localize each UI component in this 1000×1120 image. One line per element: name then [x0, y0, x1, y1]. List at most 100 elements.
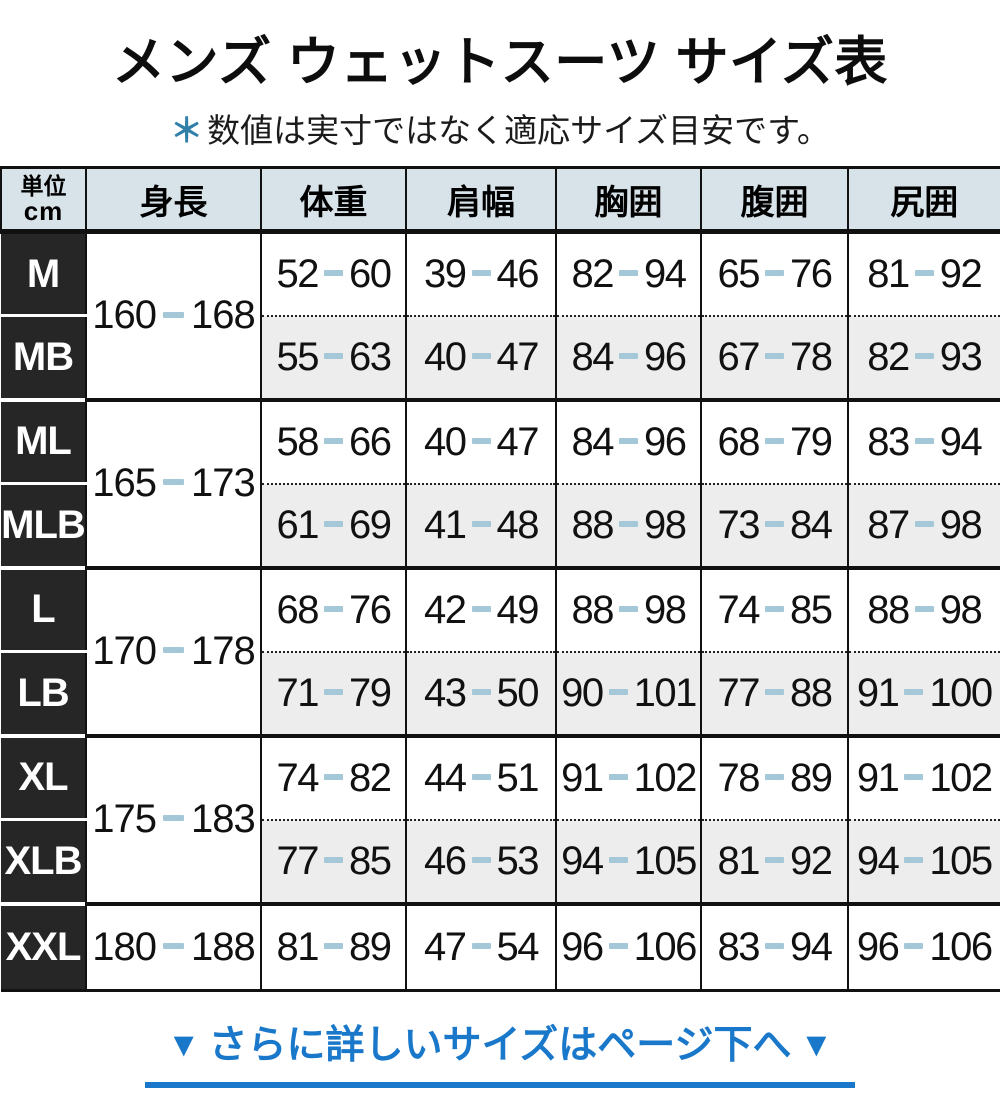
range-from: 67: [717, 334, 761, 379]
table-row-ml: ML 165 173 58 66 40 47 84 96 68 79 83 94: [1, 397, 1000, 570]
range-from: 83: [717, 924, 761, 969]
table-row-lb: LB 71 79 43 50 90 101 77 88 91 100: [1, 650, 1000, 738]
range-from: 90: [561, 670, 604, 715]
range-from: 81: [717, 838, 761, 883]
range-from: 68: [717, 419, 761, 464]
waist-cell: 74 85: [700, 567, 848, 653]
range-to: 106: [929, 924, 993, 969]
shoulder-cell: 42 49: [405, 567, 556, 653]
range-from: 43: [424, 670, 467, 715]
note-text: ＊数値は実寸ではなく適応サイズ目安です。: [0, 104, 1000, 152]
range-to: 82: [349, 755, 392, 800]
range-to: 188: [191, 924, 256, 969]
range-from: 39: [424, 251, 467, 296]
range-from: 94: [561, 838, 604, 883]
range-dash: [765, 688, 784, 695]
range-to: 183: [191, 797, 256, 841]
range-from: 68: [276, 587, 320, 632]
height-cell: 180 188: [86, 903, 262, 992]
range-to: 84: [790, 502, 833, 547]
range-from: 96: [856, 924, 900, 969]
range-from: 46: [424, 838, 467, 883]
chest-cell: 88 98: [555, 567, 701, 653]
range-from: 77: [717, 670, 761, 715]
range-dash: [765, 437, 784, 444]
chest-cell: 84 96: [555, 315, 701, 402]
range-dash: [471, 605, 491, 612]
range-to: 47: [496, 334, 540, 379]
range-from: 42: [424, 587, 467, 632]
weight-cell: 77 85: [260, 819, 406, 906]
range-to: 94: [790, 924, 833, 969]
range-from: 61: [276, 502, 320, 547]
range-from: 175: [92, 797, 157, 841]
range-to: 100: [929, 670, 993, 715]
range-dash: [765, 773, 784, 780]
range-from: 84: [571, 334, 615, 379]
range-from: 44: [424, 755, 467, 800]
more-sizes-link[interactable]: ▼ さらに詳しいサイズはページ下へ ▼: [144, 1014, 856, 1088]
range-dash: [471, 520, 491, 527]
shoulder-cell: 40 47: [405, 399, 556, 485]
range-from: 165: [92, 461, 157, 505]
hip-cell: 91 102: [847, 735, 1000, 821]
weight-cell: 61 69: [260, 483, 406, 570]
table-row-xl: XL 175 183 74 82 44 51 91 102 78 89 91 102: [1, 733, 1000, 906]
range-from: 96: [561, 924, 604, 969]
column-header-height: 身長: [85, 166, 261, 234]
range-dash: [471, 352, 491, 359]
range-to: 60: [349, 251, 392, 296]
waist-cell: 81 92: [700, 819, 848, 906]
size-label-ml: ML: [1, 397, 87, 484]
range-to: 178: [191, 629, 256, 673]
range-to: 49: [496, 587, 540, 632]
range-to: 89: [349, 924, 392, 969]
range-from: 84: [571, 419, 615, 464]
range-from: 160: [92, 293, 157, 338]
height-cell: 175 183: [86, 735, 262, 906]
range-from: 170: [92, 629, 157, 673]
asterisk-mark: ＊: [170, 112, 204, 149]
down-triangle-icon: ▼: [799, 1026, 834, 1064]
range-to: 85: [790, 587, 833, 632]
range-to: 46: [496, 251, 540, 296]
note-body: 数値は実寸ではなく適応サイズ目安です。: [207, 112, 830, 149]
range-to: 105: [633, 838, 698, 883]
range-from: 88: [571, 502, 615, 547]
range-from: 82: [571, 251, 615, 296]
range-from: 55: [276, 334, 320, 379]
range-from: 74: [276, 755, 320, 800]
range-dash: [324, 943, 343, 950]
range-dash: [471, 773, 491, 780]
waist-cell: 67 78: [700, 315, 848, 402]
range-dash: [619, 520, 638, 527]
size-label-xlb: XLB: [1, 818, 87, 904]
range-to: 69: [349, 502, 392, 547]
range-dash: [471, 856, 491, 863]
range-from: 40: [424, 334, 467, 379]
range-dash: [163, 311, 184, 318]
range-dash: [324, 352, 343, 359]
range-to: 102: [633, 755, 698, 800]
range-to: 96: [644, 419, 687, 464]
shoulder-cell: 46 53: [405, 819, 556, 906]
range-dash: [163, 815, 184, 822]
table-row-xxl: XXL 180 188 81 89 47 54 96 106 83 94 96 106: [1, 901, 1000, 992]
chest-cell: 84 96: [555, 399, 701, 485]
hip-cell: 96 106: [847, 903, 1000, 992]
hip-cell: 94 105: [847, 819, 1000, 906]
weight-cell: 68 76: [260, 567, 406, 653]
range-from: 58: [276, 419, 320, 464]
shoulder-cell: 43 50: [405, 651, 556, 738]
range-dash: [904, 773, 924, 780]
range-dash: [914, 605, 934, 612]
range-from: 78: [717, 755, 761, 800]
footer: ▼ さらに詳しいサイズはページ下へ ▼: [0, 1014, 1000, 1088]
range-to: 76: [349, 587, 392, 632]
waist-cell: 65 76: [700, 231, 848, 317]
range-to: 101: [633, 670, 698, 715]
shoulder-cell: 44 51: [405, 735, 556, 821]
chest-cell: 82 94: [555, 231, 701, 317]
range-from: 91: [856, 670, 900, 715]
range-to: 76: [790, 251, 833, 296]
